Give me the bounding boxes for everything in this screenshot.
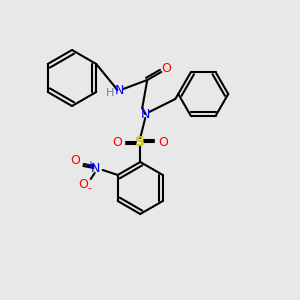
Text: O: O	[70, 154, 80, 166]
Text: O: O	[78, 178, 88, 190]
Text: O: O	[161, 62, 171, 76]
Text: -: -	[88, 183, 92, 193]
Text: O: O	[112, 136, 122, 148]
Text: N: N	[91, 161, 100, 175]
Text: +: +	[86, 160, 94, 170]
Text: O: O	[158, 136, 168, 148]
Text: N: N	[115, 83, 124, 97]
Text: N: N	[141, 107, 150, 121]
Text: H: H	[106, 88, 114, 98]
Text: S: S	[135, 135, 145, 149]
